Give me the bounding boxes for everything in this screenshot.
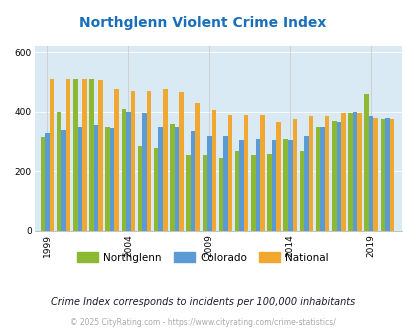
Bar	[40, 137, 45, 231]
Bar	[207, 136, 211, 231]
Bar	[227, 115, 232, 231]
Bar	[130, 91, 135, 231]
Bar	[82, 79, 86, 231]
Bar	[105, 127, 110, 231]
Bar	[170, 124, 174, 231]
Bar	[368, 116, 373, 231]
Bar	[223, 136, 227, 231]
Bar	[379, 119, 384, 231]
Bar	[190, 131, 195, 231]
Bar	[49, 79, 54, 231]
Bar	[179, 92, 183, 231]
Bar	[121, 109, 126, 231]
Bar	[299, 150, 303, 231]
Bar	[126, 112, 130, 231]
Text: Northglenn Violent Crime Index: Northglenn Violent Crime Index	[79, 16, 326, 30]
Bar	[271, 140, 276, 231]
Bar	[276, 122, 280, 231]
Bar	[218, 158, 223, 231]
Bar	[73, 79, 77, 231]
Bar	[186, 155, 190, 231]
Bar	[243, 115, 248, 231]
Bar	[174, 127, 179, 231]
Bar	[389, 119, 393, 231]
Bar	[250, 155, 255, 231]
Bar	[94, 125, 98, 231]
Bar	[234, 150, 239, 231]
Bar	[147, 91, 151, 231]
Bar	[142, 113, 147, 231]
Bar	[89, 79, 94, 231]
Bar	[61, 130, 66, 231]
Bar	[195, 103, 199, 231]
Bar	[356, 113, 361, 231]
Bar	[163, 89, 167, 231]
Bar	[45, 133, 49, 231]
Bar	[57, 112, 61, 231]
Bar	[98, 81, 102, 231]
Bar	[239, 140, 243, 231]
Bar	[110, 128, 114, 231]
Bar	[315, 127, 320, 231]
Bar	[66, 79, 70, 231]
Bar	[202, 155, 207, 231]
Bar	[347, 113, 352, 231]
Bar	[352, 112, 356, 231]
Bar	[266, 153, 271, 231]
Bar	[114, 89, 119, 231]
Bar	[260, 115, 264, 231]
Bar	[320, 127, 324, 231]
Bar	[287, 140, 292, 231]
Bar	[255, 139, 260, 231]
Bar	[77, 127, 82, 231]
Bar	[336, 122, 340, 231]
Bar	[308, 116, 313, 231]
Text: Crime Index corresponds to incidents per 100,000 inhabitants: Crime Index corresponds to incidents per…	[51, 297, 354, 307]
Bar	[331, 121, 336, 231]
Bar	[384, 118, 389, 231]
Bar	[324, 116, 328, 231]
Bar	[364, 94, 368, 231]
Bar	[373, 118, 377, 231]
Bar	[340, 113, 345, 231]
Bar	[283, 139, 287, 231]
Text: © 2025 CityRating.com - https://www.cityrating.com/crime-statistics/: © 2025 CityRating.com - https://www.city…	[70, 318, 335, 327]
Bar	[137, 146, 142, 231]
Bar	[303, 136, 308, 231]
Legend: Northglenn, Colorado, National: Northglenn, Colorado, National	[72, 248, 333, 267]
Bar	[153, 148, 158, 231]
Bar	[211, 110, 215, 231]
Bar	[158, 127, 163, 231]
Bar	[292, 119, 296, 231]
